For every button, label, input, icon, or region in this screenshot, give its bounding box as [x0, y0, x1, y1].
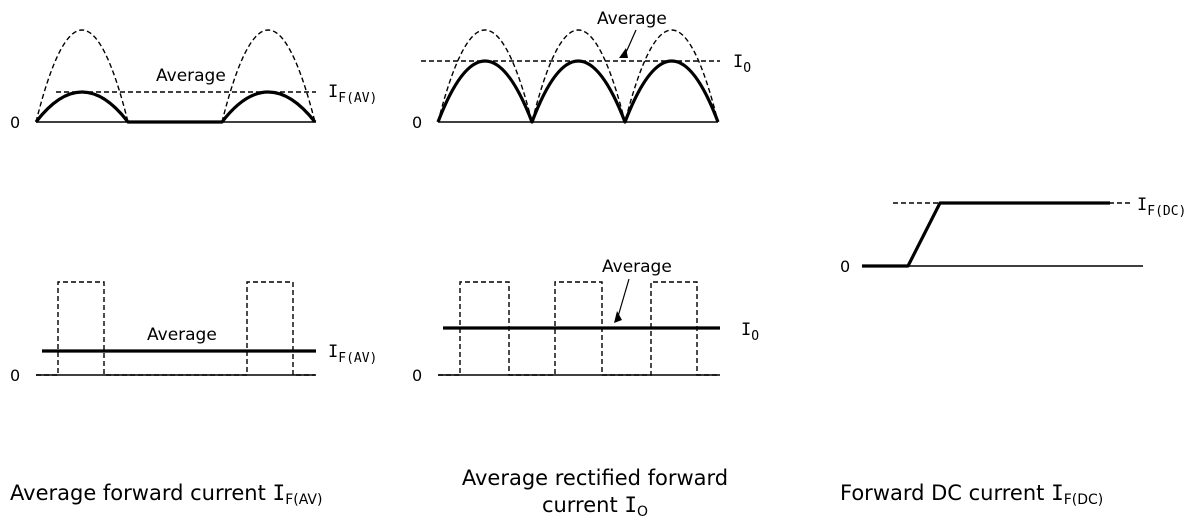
average-arrow-head — [614, 311, 622, 323]
zero-label: 0 — [412, 366, 422, 385]
caption-forward-dc-current: Forward DC current IF(DC) — [840, 480, 1180, 514]
caption-subscript: F(AV) — [285, 492, 323, 508]
zero-label: 0 — [10, 113, 20, 132]
actual-waveform — [34, 90, 317, 124]
average-label: Average — [597, 9, 667, 29]
pulse-waveform-dashed — [438, 281, 720, 376]
actual-waveform — [436, 59, 720, 124]
dc-waveform — [862, 201, 1110, 268]
zero-label: 0 — [412, 113, 422, 132]
level-label: IO — [741, 320, 759, 344]
average-arrow — [616, 278, 630, 321]
average-label: Average — [602, 257, 672, 277]
caption-subscript: O — [637, 504, 649, 520]
caption-text: current — [541, 493, 625, 517]
caption-text: Forward DC current — [840, 481, 1052, 505]
caption-line2: current IO — [430, 492, 760, 526]
level-label: IF(AV) — [328, 82, 377, 106]
panel-avg-rectified-square: Average 0 IO — [412, 257, 759, 385]
average-arrow-head — [619, 48, 628, 58]
average-label: Average — [156, 66, 226, 86]
pulse-waveform-dashed — [36, 281, 315, 376]
caption-subscript: F(DC) — [1063, 492, 1104, 508]
panel-avg-rectified-sine: Average 0 IO — [412, 9, 751, 132]
caption-symbol: I — [272, 481, 286, 505]
caption-average-forward-current: Average forward current IF(AV) — [10, 480, 380, 514]
peak-waveform-dashed — [35, 29, 316, 123]
panel-forward-dc: 0 IF(DC) — [840, 195, 1186, 276]
caption-symbol: I — [1051, 481, 1064, 505]
average-label: Average — [147, 325, 217, 345]
caption-line1: Average rectified forward — [461, 466, 729, 490]
caption-symbol: I — [624, 493, 638, 517]
level-label: IF(AV) — [328, 342, 377, 366]
caption-average-rectified-forward-current: Average rectified forward current IO — [430, 465, 760, 526]
peak-waveform-dashed — [437, 29, 719, 123]
zero-label: 0 — [840, 257, 850, 276]
panel-avg-forward-sine: Average 0 IF(AV) — [10, 29, 377, 132]
level-label: IF(DC) — [1137, 195, 1186, 219]
caption-text: Average forward current — [10, 481, 273, 505]
level-label: IO — [733, 52, 751, 76]
panel-avg-forward-square: Average 0 IF(AV) — [10, 281, 377, 385]
zero-label: 0 — [10, 366, 20, 385]
